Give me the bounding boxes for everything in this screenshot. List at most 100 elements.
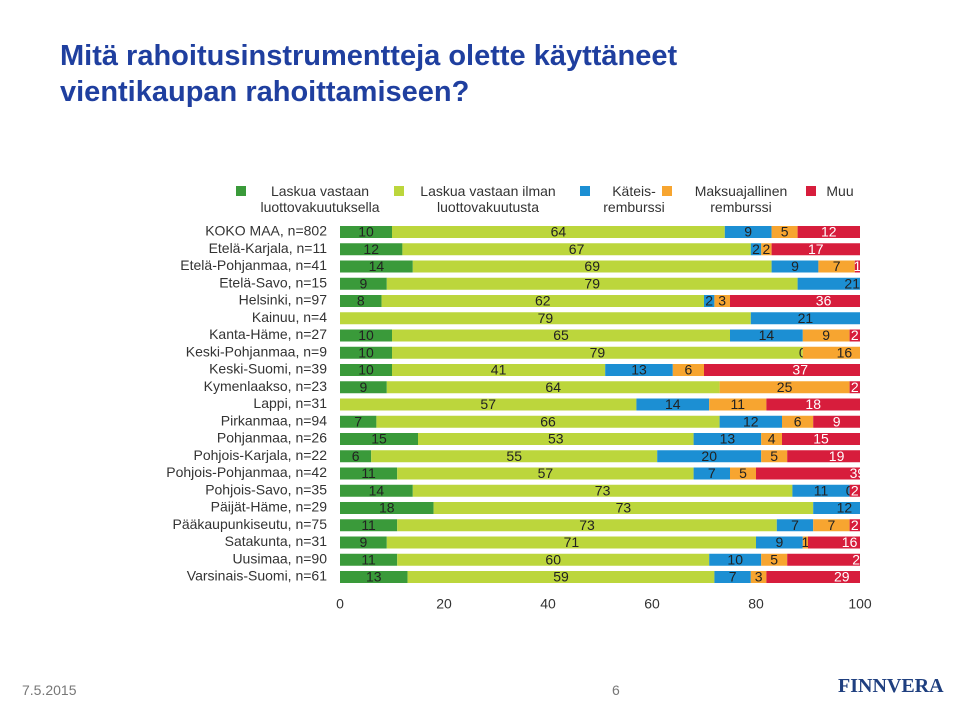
bar-segment: [340, 295, 382, 307]
data-label: 73: [616, 500, 632, 516]
legend-swatch: [580, 186, 590, 196]
bar-segment: [761, 450, 788, 463]
data-label: 57: [480, 396, 496, 412]
data-label: 11: [814, 482, 829, 498]
data-label: 4: [768, 431, 776, 447]
data-label: 9: [744, 224, 752, 240]
bar-segment: [340, 381, 387, 394]
bar-segment: [433, 502, 814, 514]
data-label: 19: [829, 448, 845, 464]
bar-segment: [730, 467, 756, 480]
data-label: 71: [564, 534, 580, 550]
data-label: 7: [833, 258, 841, 274]
data-label: 10: [727, 551, 743, 567]
legend-swatch: [394, 186, 404, 196]
bar-segment: [761, 553, 788, 566]
bar-segment: [802, 536, 808, 549]
data-label: 11: [361, 551, 376, 567]
bar-segment: [704, 295, 715, 307]
category-label: Etelä-Pohjanmaa, n=41: [180, 257, 327, 273]
legend-item: Laskua vastaan ilman luottovakuutusta: [394, 183, 568, 215]
bar-segment: [371, 450, 658, 463]
data-label: 2: [851, 379, 859, 395]
bar-segment: [340, 553, 398, 566]
data-label: 9: [360, 275, 368, 291]
data-label: 79: [590, 344, 606, 360]
data-label: 67: [569, 241, 585, 257]
date: 7.5.2015: [22, 682, 77, 698]
data-label: 21: [844, 275, 860, 291]
data-label: 10: [358, 344, 374, 360]
category-label: Etelä-Karjala, n=11: [209, 240, 328, 256]
category-label: Uusimaa, n=90: [232, 550, 327, 566]
data-label: 2: [851, 517, 859, 533]
bar-segment: [418, 433, 694, 445]
category-label: Pohjois-Pohjanmaa, n=42: [166, 464, 327, 480]
bar-segment: [818, 260, 855, 273]
bar-segment: [709, 553, 762, 566]
bar-segment: [854, 260, 860, 273]
bar-segment: [386, 277, 798, 290]
bar-segment: [771, 260, 819, 273]
page-number: 6: [612, 682, 620, 698]
x-tick-label: 0: [336, 596, 344, 612]
data-label: 11: [361, 465, 376, 481]
data-label: 3: [718, 293, 726, 309]
data-label: 11: [731, 396, 746, 412]
category-label: Pohjois-Savo, n=35: [205, 481, 327, 497]
data-label: 5: [770, 551, 778, 567]
data-label: 9: [360, 534, 368, 550]
data-label: 9: [776, 534, 784, 550]
data-label: 6: [685, 362, 693, 378]
data-label: 39: [850, 465, 866, 481]
legend-item: Laskua vastaan luottovakuutuksella: [236, 183, 390, 215]
bar-segment: [776, 519, 814, 532]
bar-segment: [340, 415, 377, 428]
data-label: 18: [379, 500, 395, 516]
data-label: 65: [553, 327, 569, 343]
legend-label: Laskua vastaan luottovakuutuksella: [260, 183, 380, 215]
data-label: 13: [366, 569, 382, 585]
legend-swatch: [236, 186, 246, 196]
data-label: 20: [701, 448, 717, 464]
bar-segment: [693, 433, 762, 445]
bar-segment: [771, 243, 860, 256]
data-label: 16: [837, 344, 853, 360]
data-label: 18: [805, 396, 821, 412]
data-label: 13: [631, 362, 647, 378]
data-label: 14: [665, 396, 681, 412]
bar-segment: [750, 571, 767, 583]
data-label: 14: [369, 482, 385, 498]
bar-segment: [340, 536, 387, 549]
data-label: 79: [538, 310, 554, 326]
data-label: 21: [798, 310, 814, 326]
bar-segment: [782, 415, 814, 428]
data-label: 9: [822, 327, 830, 343]
bar-segment: [672, 364, 704, 376]
category-label: Helsinki, n=97: [239, 292, 328, 308]
data-label: 6: [794, 413, 802, 429]
category-label: Etelä-Savo, n=15: [219, 274, 327, 290]
data-label: 2: [763, 241, 771, 257]
data-label: 11: [361, 517, 376, 533]
bar-segment: [340, 329, 392, 342]
bar-segment: [709, 398, 767, 411]
data-label: 5: [781, 224, 789, 240]
data-label: 7: [791, 517, 799, 533]
data-label: 2: [705, 293, 713, 309]
bar-segment: [802, 329, 850, 342]
bar-segment: [750, 312, 860, 325]
bar-segment: [340, 571, 408, 583]
data-label: 10: [358, 327, 374, 343]
bar-segment: [761, 243, 772, 256]
bar-segment: [730, 329, 803, 342]
data-label: 15: [371, 431, 387, 447]
data-label: 64: [545, 379, 561, 395]
bar-segment: [719, 381, 850, 394]
bar-segment: [397, 467, 694, 480]
bar-segment: [340, 484, 413, 497]
bar-segment: [797, 277, 860, 290]
data-label: 9: [791, 258, 799, 274]
x-tick-label: 20: [436, 596, 452, 612]
